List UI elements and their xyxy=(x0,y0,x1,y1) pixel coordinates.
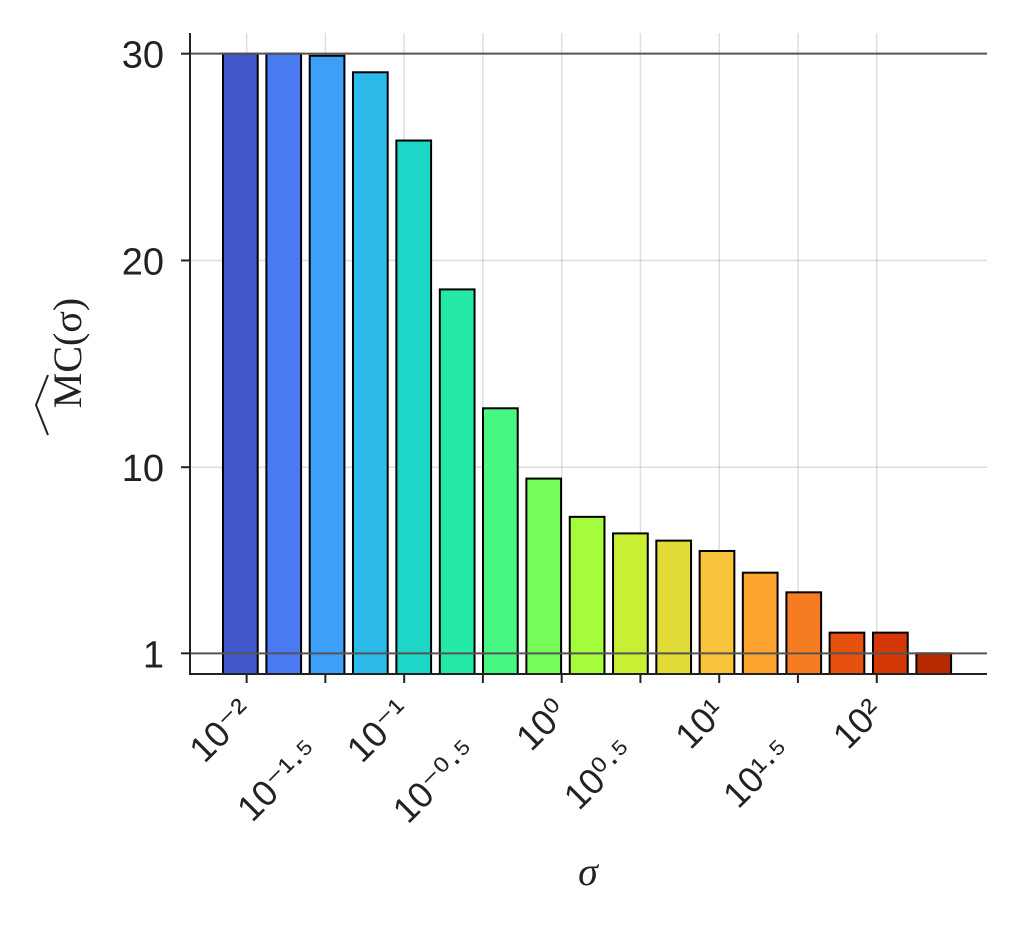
bar xyxy=(525,477,563,675)
bar xyxy=(915,652,953,675)
x-tick-label: 10⁻² xyxy=(181,691,260,770)
x-tick-label: 10⁻¹·⁵ xyxy=(229,731,327,829)
x-tick-label: 10⁻¹ xyxy=(339,691,418,770)
x-tick-label: 10⁻⁰·⁵ xyxy=(385,731,485,831)
bar xyxy=(698,549,736,676)
bar xyxy=(438,288,476,675)
y-tick-label: 30 xyxy=(122,35,164,77)
bar xyxy=(785,591,823,676)
bar xyxy=(221,52,259,675)
x-axis-label: σ xyxy=(578,849,599,894)
x-tick-label: 10⁰ xyxy=(508,691,576,759)
bar xyxy=(351,71,389,675)
hat xyxy=(34,374,49,436)
bar xyxy=(568,515,606,676)
bar xyxy=(741,571,779,676)
y-axis-label: MC(σ) xyxy=(45,298,90,408)
bar xyxy=(308,54,346,675)
x-tick-label: 10¹·⁵ xyxy=(715,731,800,816)
bar xyxy=(655,539,693,675)
bar xyxy=(265,52,303,675)
y-axis-label-group: MC(σ) xyxy=(34,298,90,436)
y-tick-label: 1 xyxy=(143,634,164,676)
bar xyxy=(482,407,519,675)
y-tick-label: 20 xyxy=(122,241,164,283)
bar xyxy=(395,139,433,675)
x-tick-label: 10⁰·⁵ xyxy=(556,731,643,818)
y-tick-label: 10 xyxy=(122,448,164,490)
x-tick-label: 10² xyxy=(825,691,891,757)
x-tick-label: 10¹ xyxy=(667,691,733,757)
